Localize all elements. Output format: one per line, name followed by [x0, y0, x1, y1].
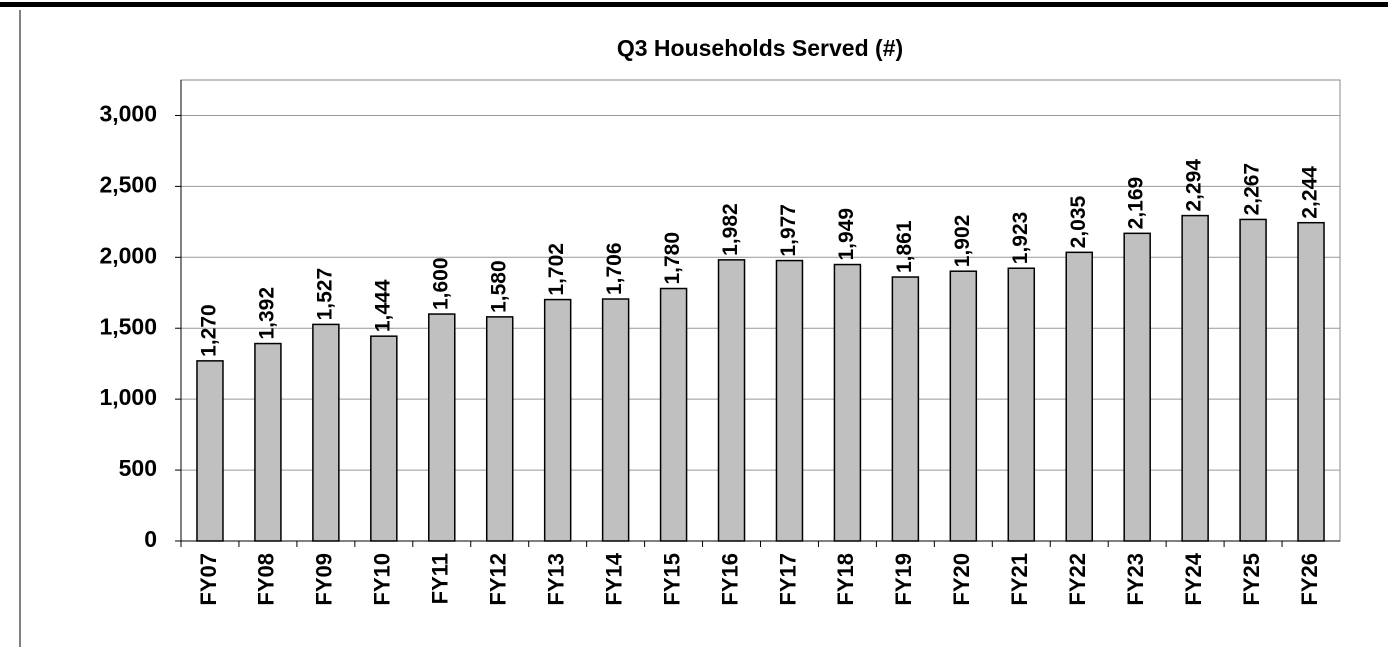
- x-tick-label: FY20: [949, 553, 974, 606]
- value-label: 1,861: [893, 220, 916, 273]
- value-label: 1,982: [719, 203, 742, 256]
- value-label: 2,169: [1125, 177, 1148, 230]
- bar: [196, 360, 224, 542]
- value-label: 1,902: [951, 215, 974, 268]
- x-tick-label: FY16: [717, 553, 742, 606]
- value-label: 1,706: [603, 242, 626, 295]
- x-tick-label: FY07: [196, 553, 221, 606]
- value-label: 1,392: [255, 287, 278, 340]
- x-tick-label: FY12: [486, 553, 511, 606]
- bar: [833, 263, 862, 542]
- x-tick-label: FY24: [1181, 552, 1206, 605]
- bar: [949, 270, 978, 542]
- y-tick-label: 1,500: [99, 313, 157, 339]
- value-label: 1,270: [198, 304, 221, 357]
- bar: [1297, 221, 1325, 542]
- value-label: 2,267: [1241, 163, 1264, 216]
- x-tick-label: FY10: [370, 553, 395, 606]
- value-label: 1,444: [371, 279, 394, 332]
- y-tick-label: 2,500: [99, 171, 157, 197]
- value-label: 2,035: [1067, 195, 1090, 248]
- x-tick-label: FY22: [1065, 553, 1090, 606]
- bar: [370, 335, 398, 542]
- x-tick-label: FY09: [312, 553, 337, 606]
- bar: [1065, 251, 1093, 542]
- chart-title: Q3 Households Served (#): [617, 35, 903, 61]
- value-label: 1,977: [777, 204, 800, 257]
- x-tick-label: FY17: [775, 553, 800, 606]
- x-tick-label: FY23: [1123, 553, 1148, 606]
- x-tick-label: FY13: [543, 553, 568, 606]
- bar: [601, 298, 630, 542]
- y-tick-label: 2,000: [99, 242, 157, 268]
- bar: [717, 259, 746, 542]
- x-tick-label: FY25: [1239, 553, 1264, 606]
- x-tick-label: FY11: [428, 553, 453, 604]
- top-rule: [0, 2, 1388, 7]
- x-tick-label: FY08: [254, 553, 279, 606]
- bar: [1123, 232, 1151, 542]
- bar: [891, 276, 920, 542]
- y-tick-label: 1,000: [99, 384, 157, 410]
- x-tick-label: FY14: [601, 552, 626, 605]
- plot-area: [180, 79, 1341, 542]
- bar: [543, 298, 572, 542]
- bar: [254, 342, 282, 542]
- bar: [659, 287, 688, 542]
- value-label: 1,580: [487, 260, 510, 313]
- bar: [1181, 214, 1209, 542]
- value-label: 2,294: [1183, 159, 1206, 212]
- x-tick-label: FY15: [659, 553, 684, 606]
- x-tick-label: FY18: [833, 553, 858, 606]
- bar: [1239, 218, 1267, 542]
- x-tick-label: FY26: [1297, 553, 1322, 606]
- bar: [775, 259, 804, 542]
- bar: [312, 323, 340, 542]
- value-label: 1,949: [835, 208, 858, 261]
- bar: [485, 316, 514, 542]
- value-label: 1,600: [429, 257, 452, 310]
- y-tick-label: 0: [144, 526, 157, 552]
- value-label: 1,923: [1009, 212, 1032, 265]
- value-label: 1,527: [313, 268, 336, 321]
- y-tick-label: 3,000: [99, 101, 157, 127]
- value-label: 2,244: [1299, 166, 1322, 219]
- value-label: 1,780: [661, 232, 684, 285]
- x-tick-label: FY19: [891, 553, 916, 606]
- bar: [1007, 267, 1036, 542]
- x-tick-label: FY21: [1007, 553, 1032, 606]
- value-label: 1,702: [545, 243, 568, 296]
- y-tick-label: 500: [119, 455, 157, 481]
- bar: [428, 313, 456, 542]
